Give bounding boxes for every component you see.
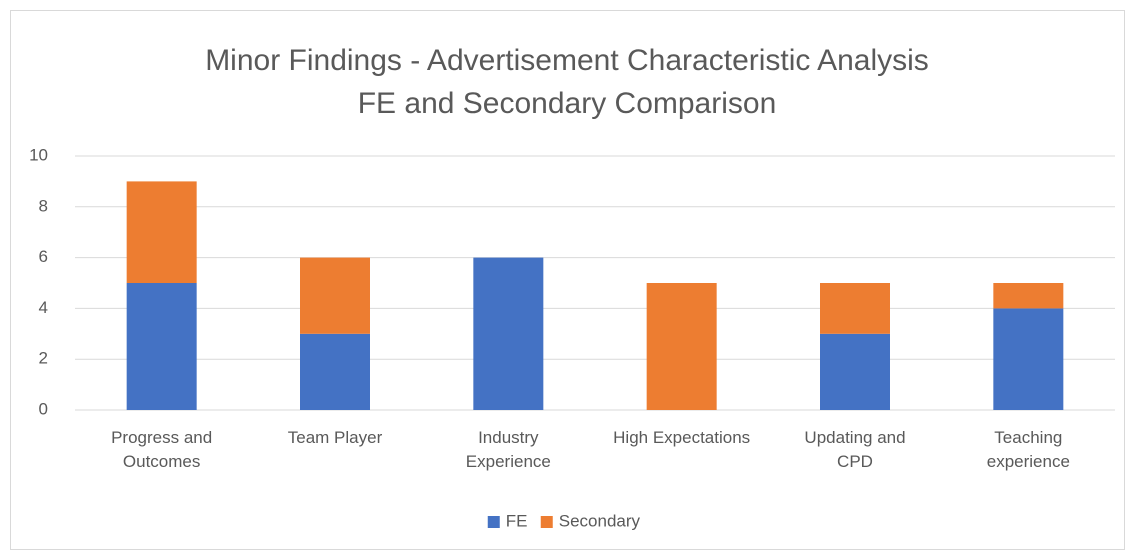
x-tick-label: Updating and CPD (804, 428, 906, 471)
chart-subtitle: FE and Secondary Comparison (358, 87, 777, 120)
bar-segment (300, 333, 370, 410)
bar-segment (126, 283, 197, 410)
y-tick-label: 4 (39, 298, 48, 317)
x-tick-label: Progress and Outcomes (111, 428, 213, 471)
bar-segment (126, 181, 197, 283)
y-tick-label: 10 (29, 145, 48, 164)
x-tick-label: High Expectations (613, 428, 751, 447)
x-tick-label: Industry Experience (465, 428, 551, 471)
legend-swatch (487, 516, 500, 528)
bar-segment (993, 283, 1064, 309)
chart-title: Minor Findings - Advertisement Character… (205, 44, 929, 77)
legend-label: Secondary (559, 511, 641, 530)
bar-segment (820, 333, 890, 410)
bar-segment (473, 257, 544, 410)
legend-swatch (540, 516, 553, 528)
bar-segment (993, 308, 1064, 410)
bar-segment (646, 283, 717, 410)
x-tick-label: Team Player (287, 428, 383, 447)
x-tick-label: Teaching experience (986, 428, 1070, 471)
legend-label: FE (506, 511, 528, 530)
bar-segment (300, 257, 370, 334)
bar-segment (820, 283, 890, 334)
y-tick-label: 8 (39, 196, 48, 215)
y-tick-label: 6 (39, 247, 48, 266)
y-tick-label: 0 (39, 399, 48, 418)
y-tick-label: 2 (39, 349, 48, 368)
